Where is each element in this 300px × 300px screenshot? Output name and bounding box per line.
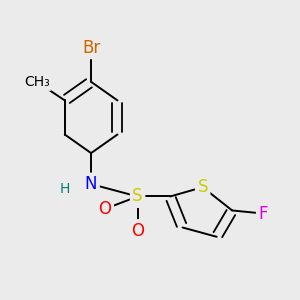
Text: O: O [131, 222, 144, 240]
Text: O: O [99, 200, 112, 218]
Text: S: S [132, 188, 143, 206]
Text: Br: Br [82, 39, 100, 57]
Text: H: H [60, 182, 70, 196]
Text: CH₃: CH₃ [24, 75, 50, 89]
Text: S: S [197, 178, 208, 196]
Text: F: F [258, 205, 268, 223]
Text: N: N [85, 175, 98, 193]
